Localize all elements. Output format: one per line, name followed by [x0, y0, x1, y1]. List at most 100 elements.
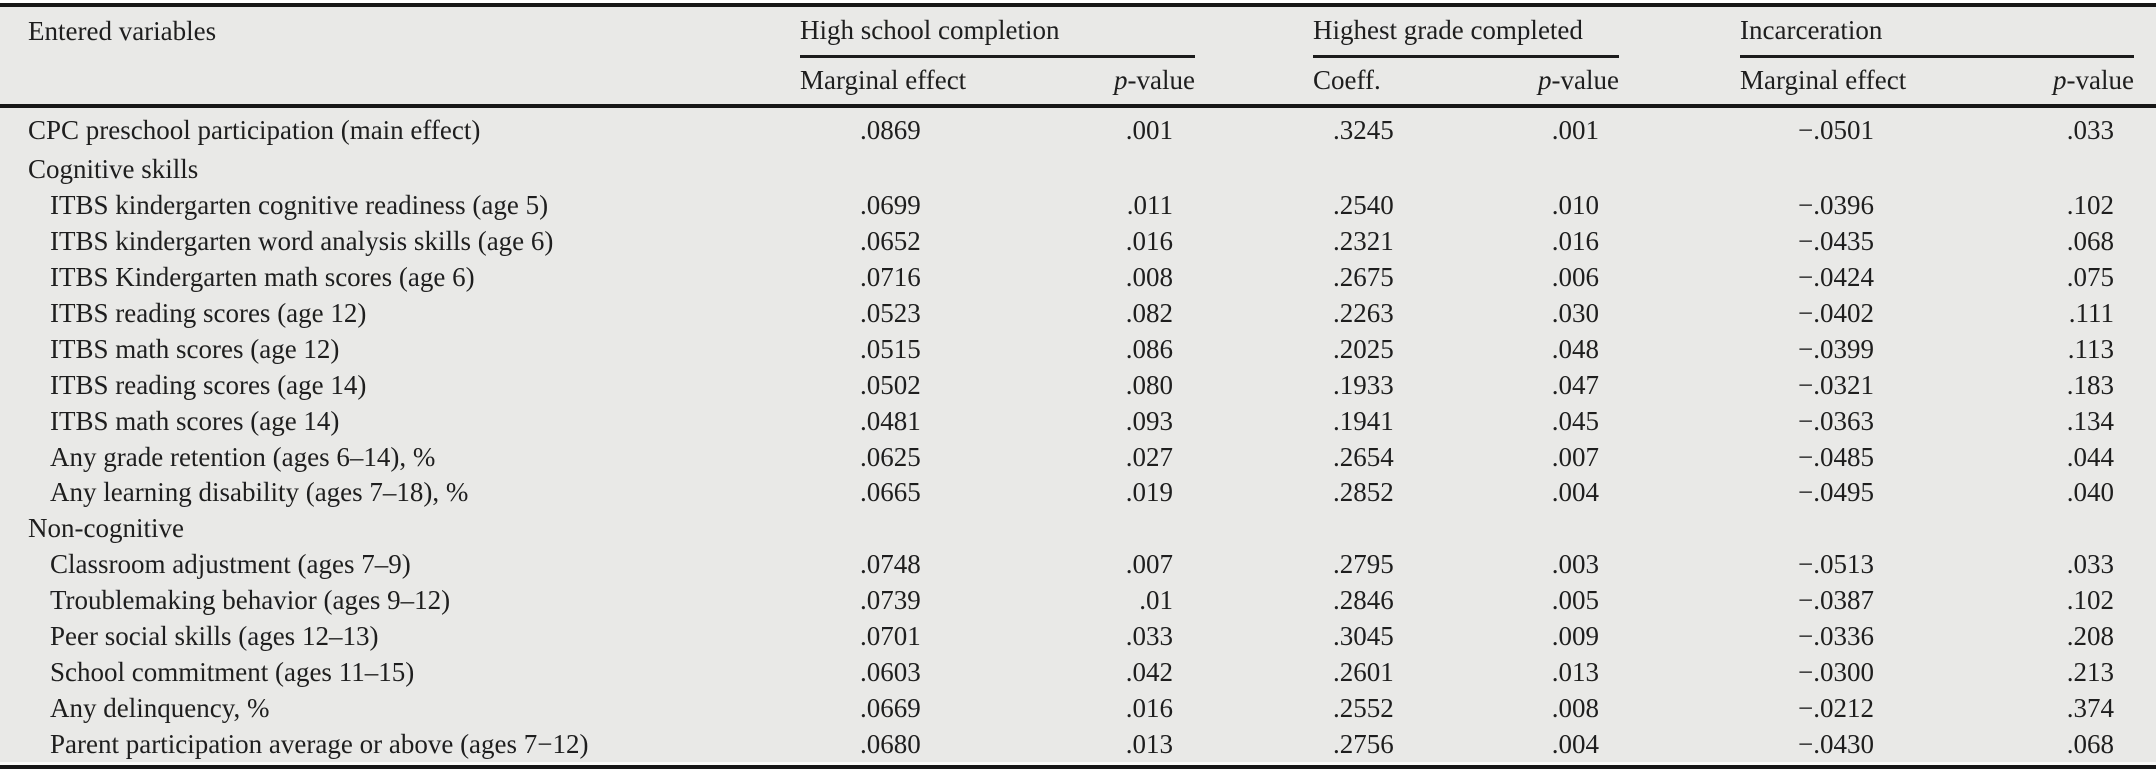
cell-incarceration-pvalue: .111	[2068, 298, 2115, 328]
subheader-hs-pvalue: p-value	[1045, 56, 1195, 108]
column-gap	[1619, 475, 1740, 511]
cell-highest-grade-coeff: .2654	[1333, 441, 1394, 472]
cell-hs-completion-pvalue: .082	[1125, 298, 1173, 328]
cell-highest-grade-pvalue: .001	[1551, 114, 1600, 145]
cell-hs-completion-pvalue: .080	[1125, 369, 1173, 400]
table-row: Parent participation average or above (a…	[0, 726, 2156, 762]
cell-highest-grade-coeff: .2552	[1333, 692, 1394, 723]
cell-incarceration-marginal-effect: −.0336	[1798, 621, 1874, 652]
cell-incarceration-marginal-effect: −.0399	[1798, 333, 1874, 364]
column-gap	[1195, 296, 1313, 332]
cell-incarceration-pvalue: .068	[2066, 728, 2115, 759]
right-edge-spacer	[2134, 403, 2156, 439]
table-row: ITBS math scores (age 12) .0515 .086 .2025.…	[0, 331, 2156, 367]
column-gap	[1619, 511, 1740, 547]
right-edge-spacer	[2134, 583, 2156, 619]
table-row: ITBS Kindergarten math scores (age 6) .07…	[0, 260, 2156, 296]
row-label: School commitment (ages 11–15)	[50, 656, 415, 687]
cell-incarceration-pvalue: .068	[2066, 226, 2115, 257]
cell-highest-grade-pvalue: .004	[1551, 477, 1600, 508]
row-label: Peer social skills (ages 12–13)	[50, 621, 379, 652]
cell-incarceration-marginal-effect: −.0424	[1798, 262, 1874, 293]
cell-incarceration-pvalue: .033	[2066, 549, 2115, 580]
column-gap	[1619, 7, 1740, 56]
column-gap	[1195, 439, 1313, 475]
right-edge-spacer	[2134, 56, 2156, 108]
empty-cell	[1960, 152, 2134, 188]
row-label: CPC preschool participation (main effect…	[28, 114, 481, 145]
table-row: ITBS reading scores (age 14) .0502 .080 .19…	[0, 367, 2156, 403]
cell-hs-completion-pvalue: .033	[1125, 621, 1173, 652]
cell-hs-completion-pvalue: .008	[1125, 262, 1173, 293]
right-edge-spacer	[2134, 188, 2156, 224]
cell-highest-grade-pvalue: .006	[1551, 262, 1600, 293]
group-header-incarceration: Incarceration	[1740, 7, 2135, 58]
cell-incarceration-pvalue: .102	[2066, 190, 2115, 221]
cell-incarceration-pvalue: .102	[2066, 585, 2115, 616]
row-label: Any learning disability (ages 7–18), %	[50, 477, 469, 508]
column-gap	[1619, 331, 1740, 367]
right-edge-spacer	[2134, 106, 2156, 152]
right-edge-spacer	[2134, 547, 2156, 583]
row-label: Troublemaking behavior (ages 9–12)	[50, 585, 451, 616]
column-gap	[1195, 726, 1313, 762]
cell-hs-completion-pvalue: .016	[1125, 226, 1173, 257]
cell-highest-grade-coeff: .2601	[1333, 656, 1394, 687]
right-edge-spacer	[2134, 511, 2156, 547]
pvalue-italic-p: p	[1538, 65, 1552, 96]
cell-incarceration-marginal-effect: −.0495	[1798, 477, 1874, 508]
group-header-row: Entered variables High school completion…	[0, 7, 2156, 58]
cell-incarceration-marginal-effect: −.0402	[1798, 298, 1874, 328]
column-gap	[1195, 152, 1313, 188]
cell-highest-grade-coeff: .2852	[1333, 477, 1394, 508]
table-row: Troublemaking behavior (ages 9–12) .0739.…	[0, 583, 2156, 619]
subheader-hg-coeff: Coeff.	[1313, 56, 1465, 108]
cell-highest-grade-pvalue: .045	[1551, 405, 1600, 436]
cell-hs-completion-marginal-effect: .0748	[860, 549, 921, 580]
cell-highest-grade-pvalue: .010	[1551, 190, 1600, 221]
column-gap	[1195, 367, 1313, 403]
section-row: Non-cognitive	[0, 511, 2156, 547]
row-label: Parent participation average or above (a…	[50, 728, 589, 759]
cell-highest-grade-coeff: .2675	[1333, 262, 1394, 293]
cell-incarceration-pvalue: .040	[2066, 477, 2115, 508]
right-edge-spacer	[2134, 7, 2156, 56]
cell-highest-grade-pvalue: .009	[1551, 621, 1600, 652]
cell-hs-completion-marginal-effect: .0515	[860, 333, 921, 364]
table-row: ITBS reading scores (age 12) .0523 .082 .22…	[0, 296, 2156, 332]
cell-highest-grade-pvalue: .003	[1551, 549, 1600, 580]
table-row: Peer social skills (ages 12–13) .0701 .033…	[0, 619, 2156, 655]
table-row: School commitment (ages 11–15) .0603 .042.…	[0, 654, 2156, 690]
right-edge-spacer	[2134, 475, 2156, 511]
cell-highest-grade-coeff: .2263	[1333, 298, 1394, 328]
column-gap	[1619, 106, 1740, 152]
cell-hs-completion-marginal-effect: .0739	[860, 585, 921, 616]
cell-incarceration-marginal-effect: −.0363	[1798, 405, 1874, 436]
pvalue-suffix: -value	[2066, 65, 2135, 96]
cell-highest-grade-pvalue: .030	[1551, 298, 1600, 328]
right-edge-spacer	[2134, 654, 2156, 690]
cell-incarceration-marginal-effect: −.0513	[1798, 549, 1874, 580]
empty-cell	[1465, 511, 1619, 547]
cell-incarceration-pvalue: .208	[2066, 621, 2115, 652]
cell-hs-completion-marginal-effect: .0625	[860, 441, 921, 472]
column-gap	[1195, 188, 1313, 224]
row-label: ITBS math scores (age 12)	[50, 333, 340, 364]
cell-incarceration-marginal-effect: −.0321	[1798, 369, 1874, 400]
regression-results-table: Entered variables High school completion…	[0, 7, 2156, 763]
cell-hs-completion-pvalue: .016	[1125, 692, 1173, 723]
cell-highest-grade-pvalue: .013	[1551, 656, 1600, 687]
cell-highest-grade-pvalue: .008	[1551, 692, 1600, 723]
row-label: Classroom adjustment (ages 7–9)	[50, 549, 411, 580]
cell-highest-grade-coeff: .3045	[1333, 621, 1394, 652]
empty-cell	[1740, 152, 1960, 188]
cell-incarceration-marginal-effect: −.0485	[1798, 441, 1874, 472]
row-label: ITBS kindergarten word analysis skills (…	[50, 226, 554, 257]
cell-hs-completion-pvalue: .01	[1139, 585, 1173, 616]
cell-hs-completion-pvalue: .001	[1125, 114, 1173, 145]
journal-table-sheet: Entered variables High school completion…	[0, 3, 2156, 770]
column-gap	[1195, 7, 1313, 56]
cell-incarceration-marginal-effect: −.0435	[1798, 226, 1874, 257]
cell-highest-grade-pvalue: .005	[1551, 585, 1600, 616]
cell-incarceration-pvalue: .033	[2066, 114, 2115, 145]
